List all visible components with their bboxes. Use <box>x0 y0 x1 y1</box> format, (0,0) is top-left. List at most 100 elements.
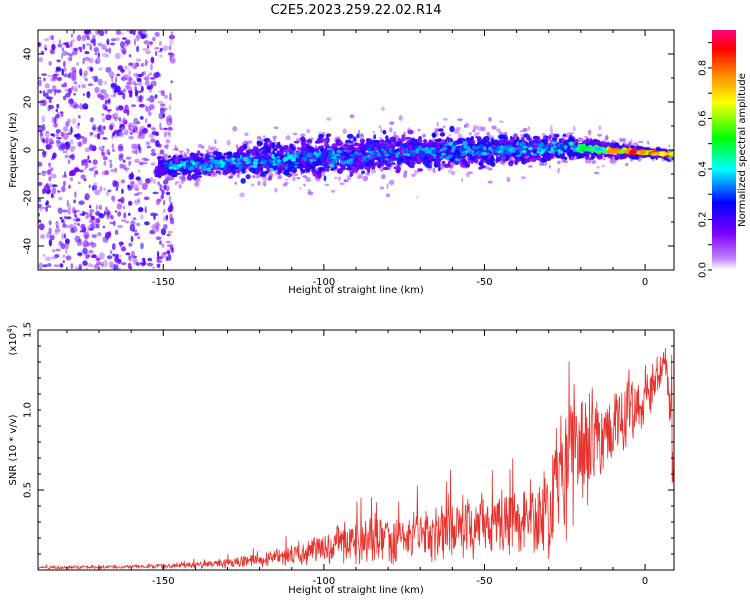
noise-blob <box>71 50 78 56</box>
noise-blob <box>89 204 92 209</box>
noise-blob <box>150 152 157 157</box>
noise-blob <box>74 209 81 213</box>
noise-blob <box>66 132 73 136</box>
noise-blob <box>60 131 64 137</box>
noise-blob <box>121 262 127 266</box>
halo-blob <box>448 133 452 137</box>
ridge-core-blob <box>226 158 233 162</box>
ridge-blob <box>374 161 381 166</box>
noise-blob <box>49 138 54 144</box>
ridge-core-blob <box>551 141 557 144</box>
ridge-blob <box>373 134 377 140</box>
halo-blob <box>453 128 460 135</box>
noise-blob <box>45 256 51 262</box>
noise-blob <box>67 159 71 165</box>
noise-blob <box>144 80 150 87</box>
ridge-blob <box>473 158 479 164</box>
halo-blob <box>393 131 397 136</box>
noise-blob <box>68 98 74 105</box>
ridge-blob <box>521 156 525 162</box>
ridge-blob <box>395 165 401 173</box>
ridge-blob <box>256 154 262 159</box>
noise-blob <box>38 161 43 167</box>
noise-blob <box>55 220 59 227</box>
halo-blob <box>214 139 217 145</box>
noise-blob <box>61 143 65 151</box>
ridge-blob <box>404 156 412 161</box>
halo-blob <box>637 140 644 144</box>
noise-blob <box>135 127 139 134</box>
noise-blob <box>62 95 67 101</box>
noise-blob <box>138 129 143 137</box>
halo-blob <box>330 190 336 193</box>
halo-blob <box>476 132 480 135</box>
noise-blob <box>133 117 139 125</box>
ridge-core-blob <box>191 161 196 166</box>
noise-blob <box>122 50 126 54</box>
halo-blob <box>542 161 548 167</box>
halo-blob <box>245 141 249 146</box>
noise-blob <box>169 53 172 61</box>
halo-blob <box>528 165 533 168</box>
noise-blob <box>132 31 136 36</box>
noise-blob <box>113 129 118 135</box>
halo-blob <box>464 123 470 128</box>
ridge-blob <box>346 133 354 139</box>
ridge-core-blob <box>439 155 444 160</box>
halo-blob <box>652 159 655 162</box>
ridge-blob <box>178 166 185 173</box>
ridge-blob <box>309 147 315 152</box>
ridge-core-blob <box>349 153 355 157</box>
noise-blob <box>111 149 116 152</box>
ridge-core-blob <box>522 145 527 149</box>
noise-blob <box>55 67 62 72</box>
noise-blob <box>71 206 76 214</box>
ridge-blob <box>390 142 396 146</box>
halo-blob <box>194 181 200 187</box>
ridge-blob <box>311 168 317 172</box>
ridge-blob <box>264 157 268 160</box>
noise-blob <box>122 37 127 40</box>
halo-blob <box>557 160 561 165</box>
noise-blob <box>165 256 169 262</box>
ridge-core-blob <box>477 151 482 156</box>
ridge-blob <box>312 164 316 170</box>
halo-blob <box>178 184 182 189</box>
ridge-blob <box>367 162 373 167</box>
ridge-core-blob <box>168 166 173 170</box>
ridge-core-blob <box>380 148 385 151</box>
ridge-core-blob <box>233 160 236 163</box>
ridge-blob <box>478 166 483 170</box>
noise-blob <box>110 42 115 46</box>
noise-blob <box>55 139 61 144</box>
noise-blob <box>130 171 134 178</box>
ridge-core-blob <box>327 156 332 161</box>
halo-blob <box>273 126 279 130</box>
ridge-core-blob <box>353 151 359 155</box>
noise-blob <box>126 81 133 86</box>
ridge-core-blob <box>415 148 420 154</box>
noise-blob <box>105 66 112 73</box>
noise-blob <box>70 263 74 270</box>
noise-blob <box>90 242 97 248</box>
ridge-blob <box>265 146 270 153</box>
ridge-blob <box>470 135 474 142</box>
ridge-core-blob <box>564 146 567 151</box>
ridge-core-blob <box>285 165 288 170</box>
ridge-core-blob <box>243 166 247 169</box>
ridge-core-blob <box>515 154 521 158</box>
noise-blob <box>59 216 63 220</box>
ridge-blob <box>438 166 441 172</box>
noise-blob <box>97 78 103 86</box>
halo-blob <box>360 133 364 137</box>
ridge-blob <box>183 170 188 173</box>
noise-blob <box>111 198 116 203</box>
noise-blob <box>73 222 77 226</box>
ridge-blob <box>491 144 496 148</box>
halo-blob <box>186 148 189 151</box>
halo-blob <box>403 172 407 178</box>
noise-blob <box>43 77 46 82</box>
noise-blob <box>123 167 130 171</box>
halo-blob <box>263 135 266 139</box>
noise-blob <box>61 185 66 193</box>
